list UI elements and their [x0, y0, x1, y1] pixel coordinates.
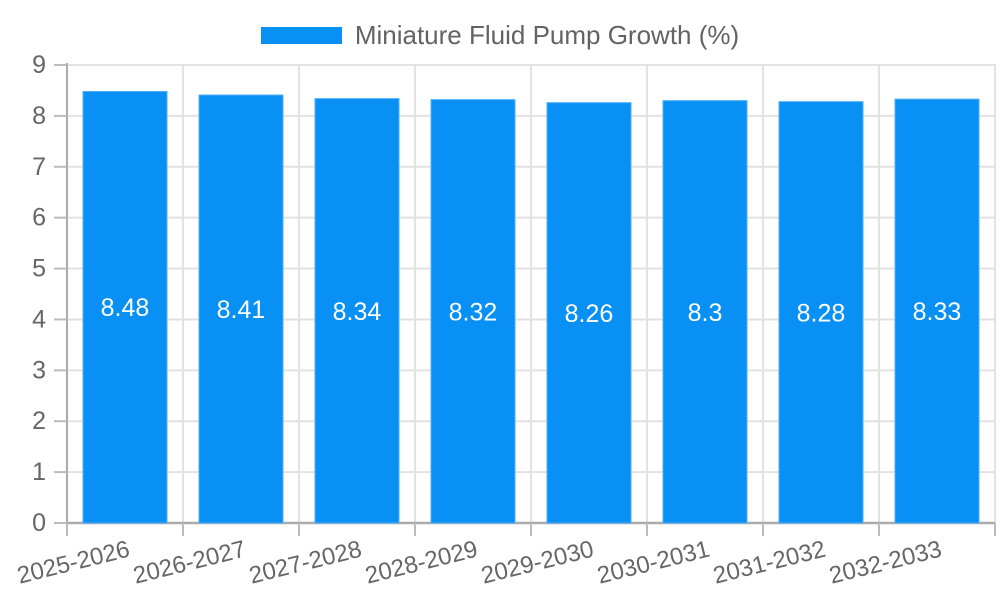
bar-value-label: 8.32 — [449, 298, 498, 326]
bar-value-label: 8.48 — [101, 294, 150, 322]
bar-series: 8.48 8.41 8.34 8.32 8.26 8.3 8.28 8.33 — [82, 90, 980, 524]
bar-2029-2030[interactable] — [546, 102, 632, 524]
bar-2031-2032[interactable] — [778, 101, 864, 524]
bar-2026-2027[interactable] — [198, 94, 284, 524]
bar-value-label: 8.33 — [913, 298, 962, 326]
bar-value-label: 8.41 — [217, 296, 266, 324]
y-tick-label: 8 — [32, 102, 46, 130]
y-tick-label: 2 — [32, 407, 46, 435]
bar-2028-2029[interactable] — [430, 99, 516, 524]
y-tick-label: 9 — [32, 51, 46, 79]
chart-legend[interactable]: Miniature Fluid Pump Growth (%) — [0, 20, 1000, 50]
bar-2030-2031[interactable] — [662, 100, 748, 524]
y-tick-label: 6 — [32, 204, 46, 232]
bar-2032-2033[interactable] — [894, 98, 980, 524]
y-tick-label: 4 — [32, 305, 46, 333]
x-tick-label: 2030-2031 — [595, 536, 713, 590]
x-tick-label: 2029-2030 — [479, 536, 597, 590]
bar-value-label: 8.34 — [333, 298, 382, 326]
bar-2025-2026[interactable] — [82, 90, 168, 524]
x-tick-label: 2028-2029 — [363, 536, 481, 590]
y-tick-label: 0 — [32, 509, 46, 537]
y-tick-label: 3 — [32, 356, 46, 384]
bar-2027-2028[interactable] — [314, 98, 400, 524]
bar-value-label: 8.28 — [797, 299, 846, 327]
y-tick-label: 5 — [32, 255, 46, 283]
bar-value-label: 8.26 — [565, 300, 614, 328]
y-tick-label: 7 — [32, 153, 46, 181]
x-tick-label: 2032-2033 — [827, 536, 945, 590]
legend-label: Miniature Fluid Pump Growth (%) — [354, 20, 740, 50]
x-tick-label: 2031-2032 — [711, 536, 829, 590]
y-tick-label: 1 — [32, 458, 46, 486]
x-tick-label: 2025-2026 — [15, 536, 133, 590]
x-tick-label: 2027-2028 — [247, 536, 365, 590]
legend-swatch — [260, 26, 342, 44]
x-tick-label: 2026-2027 — [131, 536, 249, 590]
y-axis: 0 1 2 3 4 5 6 7 8 9 — [32, 51, 67, 537]
bar-value-label: 8.3 — [688, 299, 723, 327]
x-axis: 2025-20262026-20272027-20282028-20292029… — [15, 523, 996, 590]
